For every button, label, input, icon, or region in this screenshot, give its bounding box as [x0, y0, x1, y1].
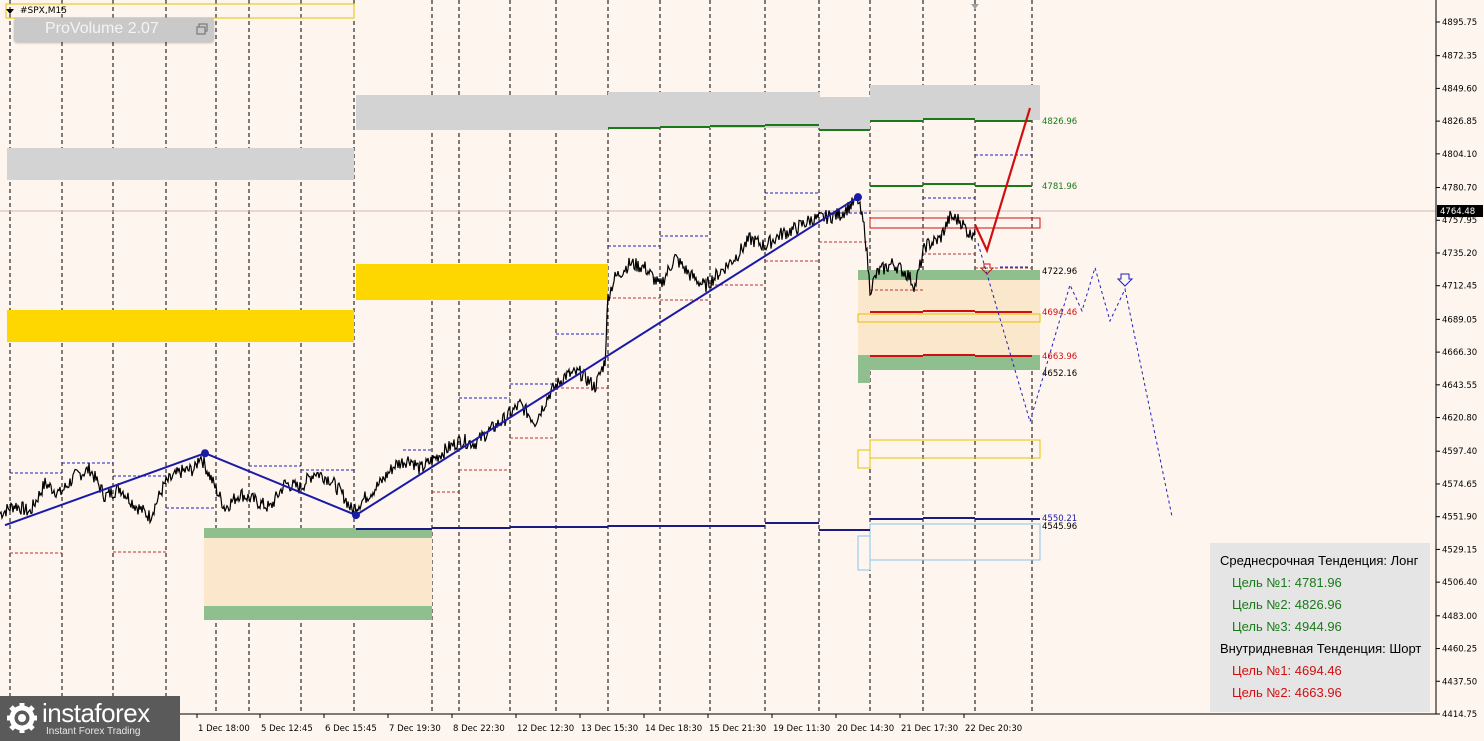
price-series-line	[0, 195, 976, 525]
green-zone	[858, 370, 870, 383]
y-axis-label: 4666.30	[1442, 348, 1477, 358]
cream-zone	[204, 528, 432, 620]
instaforex-logo: instaforex Instant Forex Trading	[0, 696, 180, 741]
intraday-target-1: Цель №1: 4694.46	[1232, 663, 1342, 678]
level-label: 4652.16	[1042, 369, 1077, 379]
y-axis-label: 4872.35	[1442, 52, 1477, 62]
mid-term-trend-label: Среднесрочная Тенденция: Лонг	[1220, 553, 1419, 568]
y-axis-label: 4551.90	[1442, 513, 1477, 523]
gray-zone	[356, 95, 608, 130]
y-axis-label: 4529.15	[1442, 545, 1477, 555]
pivot-point	[201, 449, 209, 458]
level-label: 4663.96	[1042, 352, 1077, 362]
mid-target-3: Цель №3: 4944.96	[1232, 619, 1342, 634]
x-axis-label: 5 Dec 12:45	[261, 724, 313, 734]
logo-tagline: Instant Forex Trading	[46, 726, 141, 737]
indicator-badge[interactable]: ProVolume 2.07	[14, 18, 214, 42]
y-axis-label: 4735.20	[1442, 249, 1477, 259]
x-axis-label: 20 Dec 14:30	[837, 724, 894, 734]
gray-zone	[7, 148, 354, 180]
level-label: 4550.21	[1042, 514, 1077, 524]
y-axis-label: 4689.05	[1442, 315, 1477, 325]
blue-box	[869, 523, 1041, 561]
intraday-trend-label: Внутридневная Тенденция: Шорт	[1220, 641, 1422, 656]
trend-info-panel: Среднесрочная Тенденция: Лонг Цель №1: 4…	[1210, 543, 1430, 712]
y-axis-label: 4643.55	[1442, 381, 1477, 391]
yellow-box	[869, 439, 1041, 459]
y-axis-label: 4849.60	[1442, 84, 1477, 94]
x-axis-label: 22 Dec 20:30	[965, 724, 1022, 734]
down-arrow-marker	[979, 263, 995, 275]
zigzag-trend-line	[4, 196, 859, 527]
indicator-badge-label: ProVolume 2.07	[45, 20, 159, 37]
mid-target-1: Цель №1: 4781.96	[1232, 575, 1342, 590]
y-axis-label: 4804.10	[1442, 150, 1477, 160]
x-axis-label: 8 Dec 22:30	[453, 724, 505, 734]
y-axis-label: 4895.75	[1442, 18, 1477, 28]
x-axis-label: 7 Dec 19:30	[389, 724, 441, 734]
current-price-label: 4764.48	[1440, 207, 1475, 217]
intraday-target-2: Цель №2: 4663.96	[1232, 685, 1342, 700]
current-price-badge	[1437, 205, 1483, 217]
x-axis-label: 19 Dec 11:30	[773, 724, 830, 734]
x-axis-label: 6 Dec 15:45	[325, 724, 377, 734]
y-axis-label: 4780.70	[1442, 184, 1477, 194]
y-axis-label: 4712.45	[1442, 282, 1477, 292]
level-label: 4694.46	[1042, 308, 1077, 318]
shift-marker-icon	[971, 4, 979, 9]
x-axis-label: 13 Dec 15:30	[581, 724, 638, 734]
y-axis-label: 4826.85	[1442, 117, 1477, 127]
down-arrow-marker	[1116, 273, 1134, 287]
green-zone	[204, 606, 432, 620]
logo-name: instaforex	[42, 698, 150, 728]
y-axis-label: 4574.65	[1442, 480, 1477, 490]
level-label: 4722.96	[1042, 267, 1077, 277]
y-axis-label: 4460.25	[1442, 645, 1477, 655]
level-label: 4545.96	[1042, 522, 1077, 532]
yellow-zone	[356, 264, 608, 300]
window-restore-icon[interactable]	[196, 23, 208, 35]
mid-target-2: Цель №2: 4826.96	[1232, 597, 1342, 612]
forecast-dotted-path	[977, 243, 1173, 517]
yellow-box	[857, 449, 871, 469]
x-axis-label: 15 Dec 21:30	[709, 724, 766, 734]
y-axis-label: 4506.40	[1442, 578, 1477, 588]
green-zone	[858, 270, 1040, 280]
x-axis-label: 14 Dec 18:30	[645, 724, 702, 734]
gear-logo-icon	[7, 703, 37, 733]
y-axis-label: 4437.50	[1442, 677, 1477, 687]
green-zone	[858, 355, 1040, 370]
menu-arrow-icon[interactable]	[6, 9, 14, 14]
gray-zone	[870, 85, 1040, 120]
x-axis-label: 21 Dec 17:30	[901, 724, 958, 734]
pivot-point	[854, 193, 862, 202]
yellow-zone	[7, 310, 354, 342]
level-label: 4781.96	[1042, 182, 1077, 192]
y-axis-label: 4414.75	[1442, 710, 1477, 720]
y-axis-label: 4483.00	[1442, 612, 1477, 622]
forecast-red-path	[974, 107, 1032, 254]
gray-zone	[608, 92, 820, 128]
x-axis-label: 12 Dec 12:30	[517, 724, 574, 734]
y-axis-label: 4620.80	[1442, 414, 1477, 424]
y-axis-label: 4757.95	[1442, 216, 1477, 226]
blue-box	[857, 535, 871, 571]
gray-zone	[820, 97, 870, 130]
yellow-box	[857, 313, 1041, 323]
green-zone	[204, 528, 432, 538]
pivot-point	[352, 511, 360, 520]
level-label: 4826.96	[1042, 117, 1077, 127]
x-axis-label: 1 Dec 18:00	[198, 724, 250, 734]
chart-title: #SPX,M15	[20, 6, 67, 16]
red-box	[869, 217, 1041, 229]
y-axis-label: 4597.40	[1442, 447, 1477, 457]
